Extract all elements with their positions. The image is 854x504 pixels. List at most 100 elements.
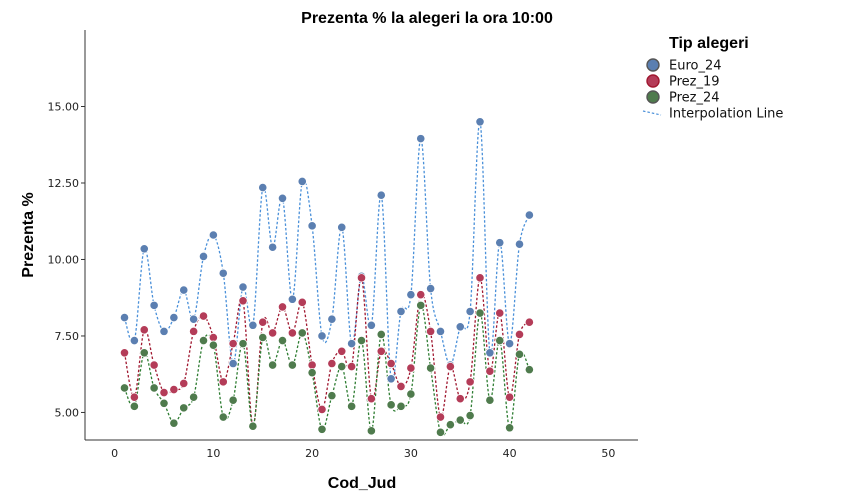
point-prez-19 [297, 297, 307, 307]
point-prez-24 [287, 360, 297, 370]
point-euro-24 [386, 374, 396, 384]
point-euro-24 [258, 182, 268, 193]
point-prez-24 [386, 400, 396, 410]
legend-marker-prez-24 [646, 90, 660, 104]
point-prez-24 [218, 412, 228, 422]
point-prez-24 [208, 340, 218, 350]
point-euro-24 [495, 238, 505, 248]
point-prez-19 [129, 392, 139, 402]
point-prez-19 [179, 378, 189, 388]
x-tick-label: 30 [404, 447, 418, 460]
point-euro-24 [485, 348, 495, 358]
point-prez-19 [149, 360, 159, 370]
point-prez-24 [129, 401, 139, 411]
point-euro-24 [317, 331, 327, 341]
point-euro-24 [337, 222, 347, 232]
point-prez-19 [228, 339, 238, 349]
legend-label: Interpolation Line [669, 107, 783, 122]
point-euro-24 [248, 320, 258, 330]
point-prez-19 [327, 358, 337, 369]
point-prez-19 [268, 328, 278, 338]
point-euro-24 [297, 176, 307, 187]
legend-marker-euro-24 [646, 58, 660, 72]
point-prez-24 [258, 332, 268, 343]
point-prez-19 [485, 366, 495, 376]
point-prez-19 [524, 317, 534, 327]
legend-interpolation-line-icon [642, 110, 662, 116]
point-euro-24 [169, 313, 179, 323]
point-euro-24 [426, 283, 436, 294]
x-tick-label: 0 [111, 447, 118, 460]
point-euro-24 [465, 306, 475, 317]
point-euro-24 [475, 117, 485, 127]
point-prez-19 [189, 326, 199, 336]
point-prez-24 [376, 329, 386, 340]
point-prez-24 [465, 410, 475, 421]
point-prez-19 [505, 392, 515, 402]
point-euro-24 [218, 268, 228, 278]
point-prez-24 [149, 383, 159, 393]
y-tick-label: 15.00 [48, 100, 80, 113]
point-prez-24 [198, 335, 209, 346]
point-euro-24 [327, 314, 337, 324]
point-prez-19 [159, 387, 169, 398]
y-tick-label: 10.00 [48, 253, 80, 266]
legend: Tip alegeri Euro_24Prez_19Prez_24Interpo… [642, 35, 783, 122]
point-prez-19 [277, 302, 288, 312]
point-euro-24 [277, 193, 288, 203]
point-euro-24 [208, 230, 218, 240]
point-prez-19 [119, 348, 130, 358]
interpolation-line-prez-19 [123, 277, 530, 427]
point-euro-24 [179, 285, 189, 295]
point-prez-24 [435, 427, 446, 437]
point-prez-19 [445, 361, 455, 372]
point-prez-19 [317, 404, 327, 415]
point-prez-24 [307, 368, 317, 378]
point-prez-19 [406, 363, 416, 373]
point-prez-24 [396, 401, 406, 411]
point-prez-24 [366, 426, 376, 436]
point-euro-24 [139, 244, 149, 254]
point-prez-19 [139, 325, 149, 335]
point-prez-24 [238, 339, 248, 349]
point-prez-24 [189, 392, 199, 402]
point-prez-24 [317, 424, 327, 434]
point-prez-24 [327, 391, 337, 401]
legend-marker-prez-19 [646, 74, 660, 88]
point-euro-24 [524, 210, 534, 220]
point-prez-24 [475, 308, 485, 318]
point-euro-24 [287, 294, 297, 304]
point-prez-19 [465, 377, 475, 387]
point-prez-24 [524, 365, 534, 375]
point-prez-24 [179, 403, 189, 413]
point-prez-19 [495, 308, 505, 318]
x-tick-label: 20 [305, 447, 319, 460]
point-prez-19 [386, 358, 396, 369]
point-euro-24 [228, 358, 238, 369]
point-prez-24 [514, 349, 525, 359]
chart-title: Prezenta % la alegeri la ora 10:00 [301, 10, 553, 27]
point-euro-24 [366, 320, 376, 330]
point-prez-19 [366, 394, 376, 404]
y-tick-label: 12.50 [48, 177, 80, 190]
point-prez-24 [297, 328, 307, 338]
point-prez-19 [337, 346, 347, 356]
x-axis-title: Cod_Jud [328, 475, 396, 492]
point-euro-24 [514, 239, 525, 249]
x-tick-label: 50 [601, 447, 615, 460]
point-prez-24 [416, 300, 426, 310]
legend-label: Euro_24 [669, 59, 722, 74]
point-prez-19 [169, 384, 179, 395]
point-prez-24 [495, 335, 505, 346]
axes: 0 10 20 30 40 50 5.00 7.50 10.00 12.50 15.00 [48, 30, 638, 460]
point-euro-24 [129, 335, 139, 346]
point-euro-24 [159, 326, 169, 336]
point-prez-24 [406, 389, 416, 399]
y-tick-label: 5.00 [55, 406, 80, 419]
point-euro-24 [268, 242, 278, 252]
point-prez-24 [347, 401, 357, 411]
point-prez-24 [268, 360, 278, 370]
x-tick-label: 10 [206, 447, 220, 460]
point-euro-24 [189, 314, 199, 324]
